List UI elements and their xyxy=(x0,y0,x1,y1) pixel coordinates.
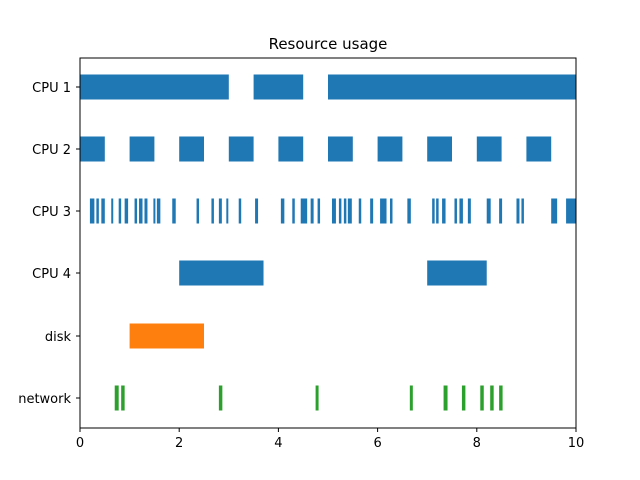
bar-segment-network-3 xyxy=(315,385,319,411)
bar-segment-cpu-3-26 xyxy=(347,198,352,224)
bar-segment-cpu-3-19 xyxy=(292,198,295,224)
bar-segment-cpu-3-0 xyxy=(89,198,95,224)
bar-segment-cpu-3-27 xyxy=(358,198,362,224)
x-tick-label-0: 0 xyxy=(76,436,84,451)
bar-segment-cpu-3-13 xyxy=(211,198,214,224)
y-tick-label-cpu-1: CPU 1 xyxy=(32,81,71,96)
bar-segment-cpu-2-1 xyxy=(129,136,155,162)
bar-segment-network-5 xyxy=(443,385,448,411)
bars-layer xyxy=(80,74,576,411)
bar-segment-network-6 xyxy=(461,385,466,411)
bar-segment-cpu-2-9 xyxy=(526,136,552,162)
bar-segment-cpu-4-0 xyxy=(179,260,264,286)
bar-segment-cpu-3-4 xyxy=(118,198,122,224)
bar-segment-cpu-3-33 xyxy=(436,198,439,224)
bar-segment-cpu-3-30 xyxy=(390,198,393,224)
bar-segment-cpu-3-16 xyxy=(238,198,242,224)
bar-segment-cpu-3-24 xyxy=(338,198,342,224)
bar-segment-cpu-2-5 xyxy=(328,136,353,162)
bar-segment-cpu-3-22 xyxy=(317,198,321,224)
bar-segment-cpu-1-0 xyxy=(80,74,229,100)
x-axis: 0 2 4 6 8 10 xyxy=(76,428,584,451)
bar-segment-cpu-3-31 xyxy=(407,198,411,224)
y-axis: CPU 1 CPU 2 CPU 3 CPU 4 disk network xyxy=(18,81,80,407)
bar-segment-cpu-2-7 xyxy=(427,136,452,162)
bar-segment-network-4 xyxy=(409,385,413,411)
bar-segment-cpu-3-15 xyxy=(226,198,229,224)
bar-segment-cpu-3-23 xyxy=(331,198,336,224)
bar-segment-cpu-2-0 xyxy=(80,136,105,162)
bar-segment-network-8 xyxy=(490,385,494,411)
x-tick-label-2: 2 xyxy=(175,436,183,451)
bar-segment-cpu-3-1 xyxy=(96,198,99,224)
bar-segment-cpu-1-1 xyxy=(253,74,304,100)
bar-segment-cpu-3-17 xyxy=(255,198,259,224)
bar-segment-cpu-3-40 xyxy=(516,198,520,224)
bar-segment-cpu-2-2 xyxy=(179,136,204,162)
bar-segment-cpu-4-1 xyxy=(427,260,487,286)
bar-segment-network-7 xyxy=(480,385,484,411)
bar-segment-cpu-2-8 xyxy=(476,136,502,162)
bar-segment-network-9 xyxy=(499,385,503,411)
bar-segment-cpu-3-11 xyxy=(172,198,176,224)
bar-segment-cpu-3-35 xyxy=(454,198,457,224)
bar-segment-cpu-3-20 xyxy=(300,198,308,224)
bar-segment-cpu-3-42 xyxy=(551,198,558,224)
chart-title: Resource usage xyxy=(269,35,388,53)
bar-segment-cpu-2-6 xyxy=(377,136,403,162)
bar-segment-cpu-3-39 xyxy=(499,198,503,224)
bar-segment-cpu-3-7 xyxy=(139,198,143,224)
bar-segment-cpu-1-2 xyxy=(328,74,576,100)
x-tick-label-6: 6 xyxy=(373,436,381,451)
bar-segment-disk-0 xyxy=(129,323,204,349)
bar-segment-cpu-3-29 xyxy=(380,198,387,224)
bar-segment-cpu-3-41 xyxy=(521,198,524,224)
bar-segment-network-0 xyxy=(114,385,119,411)
bar-segment-cpu-3-28 xyxy=(370,198,374,224)
bar-segment-cpu-3-10 xyxy=(156,198,161,224)
bar-segment-network-1 xyxy=(121,385,125,411)
bar-segment-cpu-3-21 xyxy=(310,198,314,224)
bar-segment-network-2 xyxy=(218,385,223,411)
bar-segment-cpu-3-6 xyxy=(134,198,138,224)
bar-segment-cpu-3-14 xyxy=(218,198,222,224)
x-tick-label-8: 8 xyxy=(473,436,481,451)
plot-frame xyxy=(79,57,577,429)
bar-segment-cpu-3-9 xyxy=(153,198,156,224)
bar-segment-cpu-2-4 xyxy=(278,136,304,162)
y-tick-label-cpu-4: CPU 4 xyxy=(32,267,71,282)
bar-segment-cpu-3-18 xyxy=(280,198,285,224)
y-tick-label-network: network xyxy=(18,392,71,407)
bar-segment-cpu-3-12 xyxy=(196,198,200,224)
x-tick-label-10: 10 xyxy=(568,436,585,451)
y-tick-label-disk: disk xyxy=(45,330,72,345)
y-tick-label-cpu-3: CPU 3 xyxy=(32,205,71,220)
bar-segment-cpu-3-2 xyxy=(101,198,105,224)
bar-segment-cpu-3-32 xyxy=(432,198,435,224)
y-tick-label-cpu-2: CPU 2 xyxy=(32,143,71,158)
bar-segment-cpu-3-43 xyxy=(566,198,576,224)
bar-segment-cpu-3-44 xyxy=(574,198,576,224)
bar-segment-cpu-3-34 xyxy=(442,198,446,224)
bar-segment-cpu-2-3 xyxy=(228,136,254,162)
bar-segment-cpu-3-36 xyxy=(459,198,463,224)
bar-segment-cpu-3-8 xyxy=(144,198,148,224)
x-tick-label-4: 4 xyxy=(274,436,282,451)
bar-segment-cpu-3-5 xyxy=(124,198,129,224)
bar-segment-cpu-3-38 xyxy=(486,198,491,224)
bar-segment-cpu-3-3 xyxy=(111,198,114,224)
bar-segment-cpu-3-25 xyxy=(343,198,347,224)
bar-segment-cpu-3-37 xyxy=(467,198,471,224)
